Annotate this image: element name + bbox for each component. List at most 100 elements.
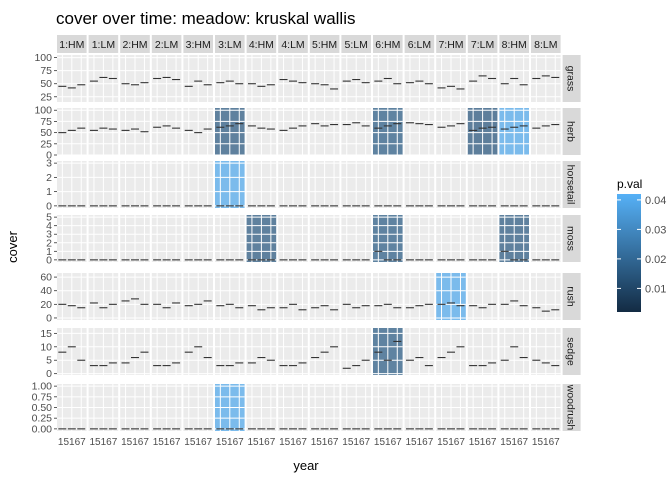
legend-tick-label: 0.03: [645, 224, 666, 236]
x-tick-label: 15167: [469, 437, 497, 448]
x-tick-label: 15167: [532, 437, 560, 448]
facet-panel: [88, 328, 119, 375]
facet-panel: [404, 273, 435, 320]
y-tick-label: 0: [46, 368, 52, 380]
facet-panel: [88, 273, 119, 320]
x-tick-label: 15167: [500, 437, 528, 448]
facet-panel: [373, 384, 403, 431]
facet-column-label: 7:LM: [471, 39, 494, 51]
facet-panel: [436, 384, 466, 431]
x-tick-label: 15167: [311, 437, 339, 448]
facet-panel: [278, 215, 308, 262]
facet-panel: [373, 215, 403, 262]
facet-strip-row: [562, 273, 581, 320]
facet-panel: [215, 161, 245, 208]
facet-strip-column: [246, 35, 277, 53]
facet-panel: [215, 215, 245, 262]
y-tick-label: 75: [40, 116, 52, 128]
facet-panel: [467, 384, 498, 431]
facet-column-label: 3:HM: [186, 39, 211, 51]
facet-panel: [341, 273, 371, 320]
facet-panel: [341, 328, 371, 375]
y-tick-label: 0: [46, 200, 52, 212]
facet-panel: [499, 161, 529, 208]
facet-strip-row: [562, 328, 581, 375]
legend-colorbar: [617, 194, 641, 312]
facet-column-label: 1:HM: [59, 39, 84, 51]
facet-panel: [436, 55, 466, 102]
facet-panel: [373, 108, 403, 156]
y-tick-label: 0.50: [32, 402, 53, 414]
facet-panel: [436, 215, 466, 262]
facet-panel: [278, 55, 308, 102]
facet-panel: [531, 161, 561, 208]
y-axis-label: cover: [5, 230, 20, 262]
facet-row-label: woodrush: [565, 384, 577, 431]
facet-panel: [246, 215, 277, 262]
facet-panel: [278, 273, 308, 320]
facet-panel: [246, 384, 277, 431]
facet-panel: [151, 161, 182, 208]
facet-panel: [373, 273, 403, 320]
facet-panel: [183, 215, 213, 262]
facet-panel: [467, 55, 498, 102]
facet-panel: [57, 384, 87, 431]
facet-strip-column: [88, 35, 119, 53]
facet-panel: [341, 215, 371, 262]
facet-panel: [278, 384, 308, 431]
facet-panel: [215, 384, 245, 431]
facet-column-label: 5:LM: [345, 39, 368, 51]
y-tick-label: 40: [40, 285, 52, 297]
facet-column-label: 7:HM: [438, 39, 463, 51]
x-tick-label: 15167: [405, 437, 433, 448]
facet-panel: [120, 108, 150, 156]
facet-panel: [183, 161, 213, 208]
legend-title: p.val: [617, 177, 642, 191]
y-tick-label: 15: [40, 328, 52, 340]
facet-panel: [341, 108, 371, 156]
y-tick-label: 25: [40, 91, 52, 103]
facet-strip-column: [183, 35, 213, 53]
facet-panel: [120, 161, 150, 208]
facet-column-label: 4:HM: [249, 39, 274, 51]
facet-strip-column: [341, 35, 371, 53]
y-tick-label: 0.25: [32, 413, 53, 425]
facet-panel: [215, 55, 245, 102]
facet-panel: [215, 328, 245, 375]
facet-panel: [436, 328, 466, 375]
facet-panel: [499, 273, 529, 320]
facet-strip-column: [151, 35, 182, 53]
y-tick-label: 50: [40, 127, 52, 139]
facet-panel: [278, 328, 308, 375]
x-tick-label: 15167: [247, 437, 275, 448]
facet-strip-column: [404, 35, 435, 53]
y-tick-label: 0: [46, 150, 52, 162]
facet-row-label: sedge: [565, 337, 577, 366]
facet-strip-column: [531, 35, 561, 53]
facet-strip-row: [562, 108, 581, 155]
facet-panel: [531, 273, 561, 320]
facet-panel: [88, 108, 119, 156]
y-tick-label: 5: [46, 212, 52, 224]
facet-panel: [88, 215, 119, 262]
facet-panel: [404, 215, 435, 262]
facet-panel: [120, 215, 150, 262]
facet-column-label: 8:LM: [534, 39, 557, 51]
facet-panel: [57, 161, 87, 208]
y-tick-label: 5: [46, 355, 52, 367]
facet-panel: [341, 161, 371, 208]
facet-column-label: 1:LM: [92, 39, 115, 51]
facet-row-label: rush: [565, 286, 577, 307]
y-tick-label: 50: [40, 78, 52, 90]
facet-panels: 1:HM 1:LM 2:HM 2:LM 3:HM 3:LM 4:HM 4:LM 5:HM 5:LM…: [32, 35, 581, 448]
facet-panel: [57, 215, 87, 262]
x-axis-label: year: [293, 458, 319, 473]
facet-row-label: moss: [565, 226, 577, 251]
facet-panel: [215, 108, 245, 156]
facet-panel: [467, 108, 498, 156]
facet-panel: [531, 328, 561, 375]
facet-panel: [120, 273, 150, 320]
facet-column-label: 5:HM: [312, 39, 337, 51]
facet-panel: [499, 55, 529, 102]
